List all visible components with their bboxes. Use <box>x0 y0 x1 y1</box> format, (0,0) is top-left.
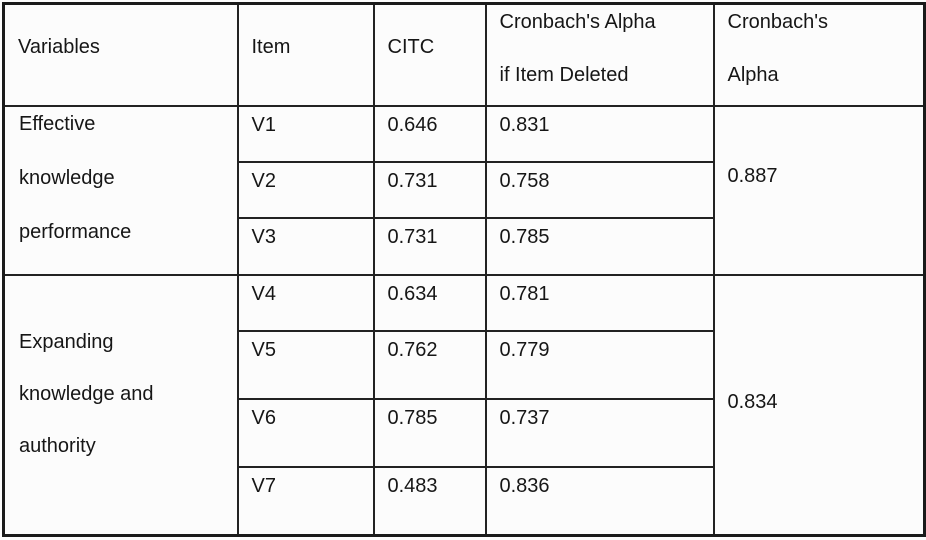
citc-cell: 0.483 <box>372 466 487 537</box>
table-row: V6 0.785 0.737 <box>4 398 925 469</box>
item-cell: V4 <box>236 273 375 333</box>
alpha-if-deleted-value: 0.779 <box>499 339 550 362</box>
alpha-if-deleted-value: 0.758 <box>499 169 550 192</box>
citc-cell: 0.731 <box>372 217 487 276</box>
variable-cell-expanding-knowledge-authority: Expanding knowledge and authority <box>2 273 239 537</box>
col-header-alpha-if-deleted-line1: Cronbach's Alpha <box>499 11 656 33</box>
group-alpha-value: 0.887 <box>727 164 778 187</box>
citc-cell: 0.731 <box>372 160 487 220</box>
col-header-cronbachs-alpha-line1: Cronbach's <box>727 11 829 33</box>
group-alpha-value: 0.834 <box>727 390 778 413</box>
item-cell: V5 <box>236 330 375 401</box>
table-row: Expanding knowledge and authority V4 0.6… <box>2 273 926 537</box>
citc-cell: 0.646 <box>372 104 487 163</box>
alpha-if-deleted-cell: 0.758 <box>484 160 715 220</box>
item-value: V4 <box>251 282 276 305</box>
variable-line: authority <box>19 434 96 457</box>
variable-line: Effective <box>19 112 96 135</box>
alpha-if-deleted-value: 0.737 <box>499 407 550 430</box>
item-value: V1 <box>251 113 276 136</box>
alpha-if-deleted-cell: 0.836 <box>484 466 715 537</box>
alpha-if-deleted-value: 0.785 <box>499 226 550 249</box>
item-cell: V6 <box>236 398 375 469</box>
item-value: V7 <box>251 475 276 498</box>
col-header-item: Item <box>236 2 375 107</box>
header-row: Variables Item CITC Cronbach's Alpha if … <box>2 2 926 107</box>
alpha-if-deleted-cell: 0.779 <box>484 330 715 401</box>
item-cell: V7 <box>236 466 375 537</box>
col-header-item-label: Item <box>251 36 291 58</box>
item-value: V3 <box>251 226 276 249</box>
alpha-if-deleted-value: 0.831 <box>499 113 550 136</box>
citc-cell: 0.634 <box>372 273 487 333</box>
col-header-alpha-if-deleted: Cronbach's Alpha if Item Deleted <box>484 2 715 107</box>
item-cell: V2 <box>236 160 375 220</box>
citc-value: 0.785 <box>387 407 438 430</box>
citc-value: 0.762 <box>387 339 438 362</box>
variable-cell-effective-knowledge-performance: Effective knowledge performance <box>2 104 239 276</box>
col-header-variables: Variables <box>2 2 239 107</box>
citc-value: 0.731 <box>387 169 438 192</box>
citc-value: 0.646 <box>387 113 438 136</box>
table-row: V7 0.483 0.836 <box>4 466 925 537</box>
col-header-cronbachs-alpha: Cronbach's Alpha <box>712 2 926 107</box>
alpha-if-deleted-value: 0.836 <box>499 475 550 498</box>
variable-line: Expanding <box>19 330 114 353</box>
variable-line: performance <box>19 220 132 243</box>
item-cell: V1 <box>236 104 375 163</box>
alpha-if-deleted-cell: 0.785 <box>484 217 715 276</box>
variable-line: knowledge <box>19 166 115 189</box>
item-value: V5 <box>251 339 276 362</box>
group-alpha-cell: 0.887 <box>712 104 926 276</box>
alpha-if-deleted-cell: 0.737 <box>484 398 715 469</box>
table-row: V3 0.731 0.785 <box>4 217 925 276</box>
variable-line: knowledge and <box>19 382 154 405</box>
col-header-citc: CITC <box>372 2 487 107</box>
citc-value: 0.483 <box>387 475 438 498</box>
col-header-citc-label: CITC <box>387 36 435 58</box>
col-header-alpha-if-deleted-line2: if Item Deleted <box>499 64 629 86</box>
item-value: V2 <box>251 169 276 192</box>
group-alpha-cell: 0.834 <box>712 273 926 537</box>
alpha-if-deleted-cell: 0.831 <box>484 104 715 163</box>
citc-value: 0.731 <box>387 226 438 249</box>
table-row: V5 0.762 0.779 <box>4 330 925 401</box>
item-value: V6 <box>251 407 276 430</box>
col-header-variables-label: Variables <box>18 36 100 58</box>
citc-value: 0.634 <box>387 282 438 305</box>
citc-cell: 0.785 <box>372 398 487 469</box>
alpha-if-deleted-cell: 0.781 <box>484 273 715 333</box>
table-row: Effective knowledge performance V1 0.646… <box>2 104 926 276</box>
col-header-cronbachs-alpha-line2: Alpha <box>727 64 779 86</box>
table-row: V2 0.731 0.758 <box>4 160 925 220</box>
citc-cell: 0.762 <box>372 330 487 401</box>
item-cell: V3 <box>236 217 375 276</box>
alpha-if-deleted-value: 0.781 <box>499 282 550 305</box>
